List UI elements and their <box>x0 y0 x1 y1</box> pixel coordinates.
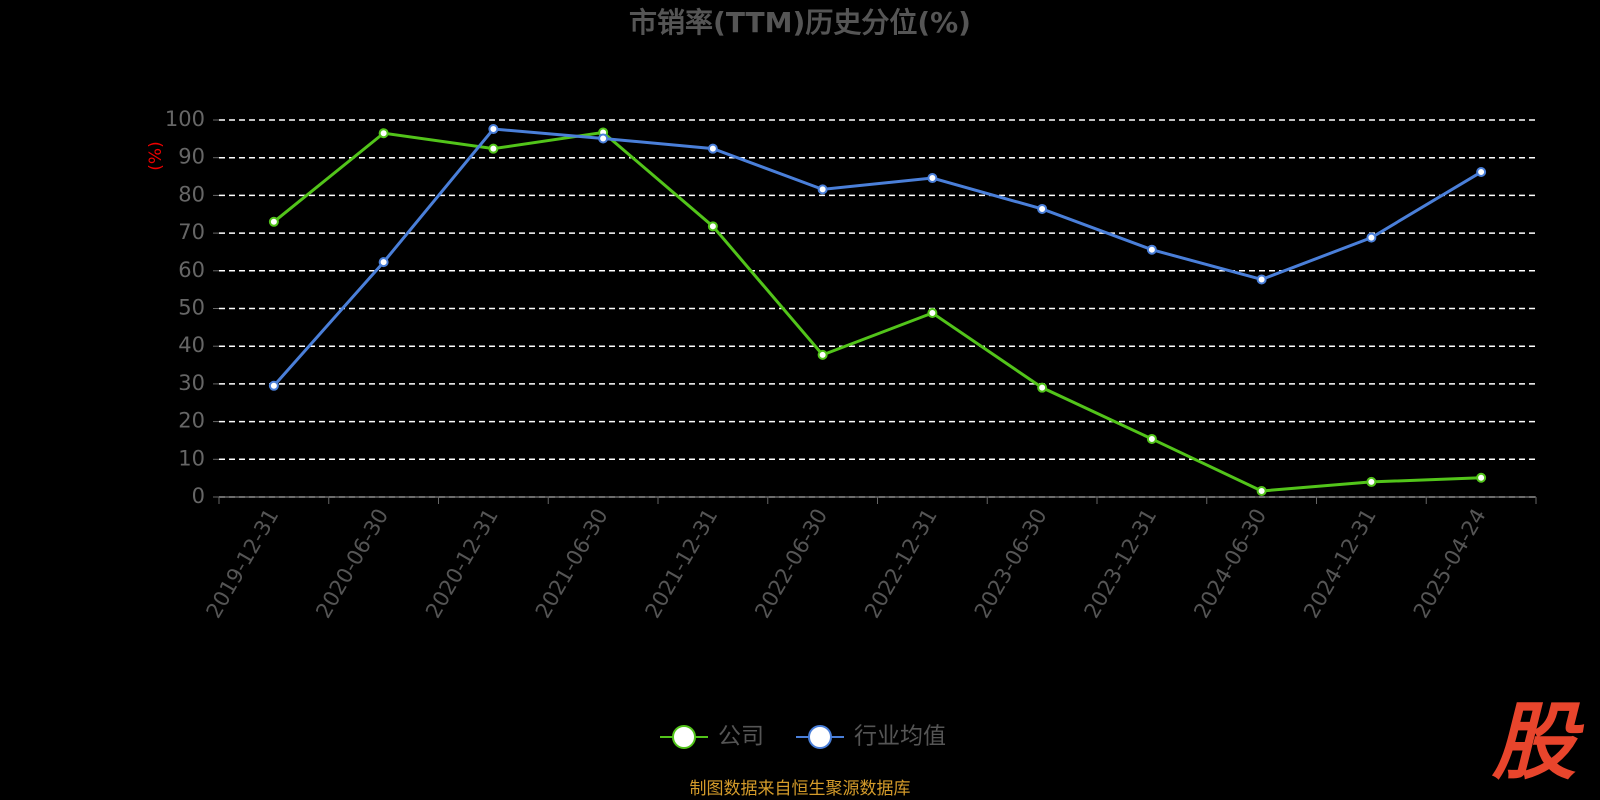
data-point <box>1366 232 1377 243</box>
logo: 股 <box>1491 693 1585 791</box>
legend-label: 公司 <box>718 724 764 750</box>
y-axis-label: (%) <box>146 141 166 170</box>
source-note: 制图数据来自恒生聚源数据库 <box>690 779 911 799</box>
x-tick-label: 2022-06-30 <box>750 505 832 623</box>
data-point <box>1256 274 1267 285</box>
x-tick-label: 2022-12-31 <box>860 505 942 623</box>
x-tick-label: 2021-12-31 <box>641 505 723 623</box>
series-line <box>272 127 1482 387</box>
chart-title: 市销率(TTM)历史分位(%) <box>629 6 971 39</box>
legend-marker <box>808 725 832 749</box>
x-tick-label: 2023-06-30 <box>970 505 1052 623</box>
data-point <box>817 349 828 360</box>
x-tick-label: 2020-12-31 <box>421 505 503 623</box>
y-tick-label: 30 <box>178 371 205 395</box>
x-tick-label: 2019-12-31 <box>202 505 284 623</box>
data-point <box>1037 203 1048 214</box>
legend-label: 行业均值 <box>854 724 946 750</box>
y-tick-label: 50 <box>178 296 205 320</box>
x-tick-label: 2025-04-24 <box>1409 505 1491 623</box>
data-point <box>488 124 499 135</box>
x-tick-label: 2021-06-30 <box>531 505 613 623</box>
x-tick-label: 2023-12-31 <box>1080 505 1162 623</box>
data-point <box>378 128 389 139</box>
data-point <box>1256 485 1267 496</box>
data-point <box>1146 433 1157 444</box>
y-tick-label: 60 <box>178 258 205 282</box>
data-point <box>268 216 279 227</box>
y-tick-label: 90 <box>178 145 205 169</box>
y-tick-label: 40 <box>178 333 205 357</box>
data-point <box>1476 167 1487 178</box>
data-point <box>927 308 938 319</box>
data-point <box>1476 472 1487 483</box>
data-point <box>707 221 718 232</box>
x-tick-label: 2024-12-31 <box>1299 505 1381 623</box>
x-tick-label: 2020-06-30 <box>311 505 393 623</box>
y-tick-label: 80 <box>178 182 205 206</box>
data-point <box>378 257 389 268</box>
x-tick-label: 2024-06-30 <box>1189 505 1271 623</box>
y-tick-label: 100 <box>165 107 205 131</box>
data-point <box>1037 382 1048 393</box>
y-tick-label: 70 <box>178 220 205 244</box>
legend-marker <box>672 725 696 749</box>
data-point <box>488 143 499 154</box>
data-point <box>707 143 718 154</box>
data-point <box>598 133 609 144</box>
data-point <box>1146 244 1157 255</box>
data-point <box>927 173 938 184</box>
y-tick-label: 10 <box>178 446 205 470</box>
data-point <box>1366 476 1377 487</box>
series-line <box>272 130 1482 493</box>
data-point <box>817 184 828 195</box>
y-tick-label: 0 <box>192 484 205 508</box>
y-tick-label: 20 <box>178 409 205 433</box>
data-point <box>268 380 279 391</box>
